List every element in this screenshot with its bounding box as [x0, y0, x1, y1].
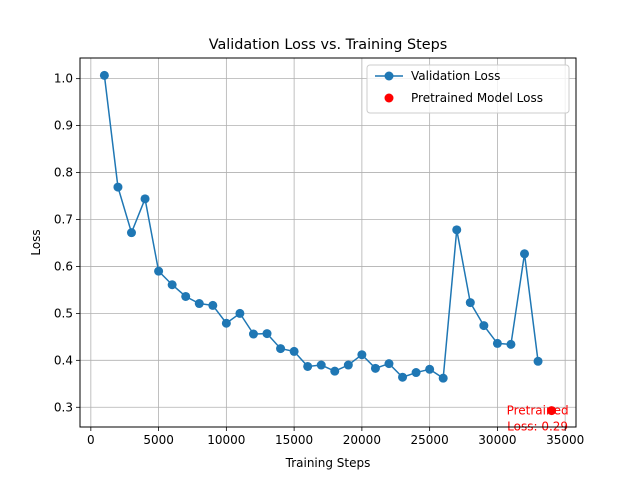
- validation-loss-point: [181, 291, 191, 301]
- validation-loss-point: [99, 70, 109, 80]
- validation-loss-point: [154, 266, 164, 276]
- validation-loss-point: [533, 356, 543, 366]
- validation-loss-point: [208, 300, 218, 310]
- validation-loss-point: [384, 359, 394, 369]
- y-tick-label: 0.3: [54, 400, 73, 414]
- legend-entry-label: Validation Loss: [411, 69, 500, 83]
- y-tick-label: 0.6: [54, 259, 73, 273]
- y-axis: 0.3 0.4 0.5 0.6 0.7 0.8 0.9 1.0: [54, 72, 80, 414]
- validation-loss-point: [140, 194, 150, 204]
- x-tick-label: 35000: [546, 433, 584, 447]
- validation-loss-point: [248, 329, 258, 339]
- x-tick-label: 20000: [343, 433, 381, 447]
- y-tick-label: 0.8: [54, 166, 73, 180]
- validation-loss-point: [113, 182, 123, 192]
- validation-loss-point: [276, 344, 286, 354]
- grid-lines: [80, 58, 576, 427]
- validation-loss-point: [479, 321, 489, 331]
- validation-loss-point: [465, 298, 475, 308]
- validation-loss-point: [438, 373, 448, 383]
- validation-loss-point: [235, 308, 245, 318]
- validation-loss-point: [194, 299, 204, 309]
- series-layer: [99, 70, 557, 416]
- x-tick-label: 5000: [143, 433, 174, 447]
- x-tick-label: 30000: [478, 433, 516, 447]
- chart-title: Validation Loss vs. Training Steps: [209, 37, 448, 53]
- x-tick-label: 10000: [207, 433, 245, 447]
- validation-loss-point: [520, 249, 530, 259]
- legend-entry-label: Pretrained Model Loss: [411, 91, 543, 105]
- legend: Validation Loss Pretrained Model Loss: [366, 64, 570, 114]
- validation-loss-point: [330, 366, 340, 376]
- x-axis: 0 5000 10000 15000 20000 25000 30000 35000: [87, 427, 584, 447]
- validation-loss-point: [221, 318, 231, 328]
- validation-loss-point: [357, 350, 367, 360]
- validation-loss-point: [506, 339, 516, 349]
- validation-loss-point: [370, 363, 380, 373]
- x-tick-label: 15000: [275, 433, 313, 447]
- pretrained-loss-point: [547, 406, 557, 416]
- validation-loss-point: [126, 228, 136, 238]
- y-tick-label: 0.9: [54, 119, 73, 133]
- validation-loss-point: [262, 329, 272, 339]
- validation-loss-point: [167, 280, 177, 290]
- validation-loss-point: [303, 361, 313, 371]
- validation-loss-point: [289, 346, 299, 356]
- y-tick-label: 0.4: [54, 353, 73, 367]
- y-axis-label: Loss: [29, 229, 43, 255]
- plot-area: [79, 57, 577, 428]
- validation-loss-point: [492, 338, 502, 348]
- x-axis-label: Training Steps: [285, 456, 371, 470]
- legend-marker-swatch: [384, 93, 394, 103]
- legend-box: [366, 64, 570, 114]
- validation-loss-point: [452, 225, 462, 235]
- validation-loss-point: [316, 360, 326, 370]
- x-tick-label: 0: [87, 433, 95, 447]
- y-tick-label: 0.5: [54, 306, 73, 320]
- y-tick-label: 0.7: [54, 212, 73, 226]
- validation-loss-point: [398, 372, 408, 382]
- validation-loss-point: [425, 364, 435, 374]
- pretrained-loss-annotation: Pretrained: [507, 404, 569, 418]
- x-tick-label: 25000: [411, 433, 449, 447]
- legend-marker-swatch: [384, 71, 394, 81]
- validation-loss-point: [411, 368, 421, 378]
- validation-loss-line: [103, 75, 539, 380]
- validation-loss-point: [343, 360, 353, 370]
- y-tick-label: 1.0: [54, 72, 73, 86]
